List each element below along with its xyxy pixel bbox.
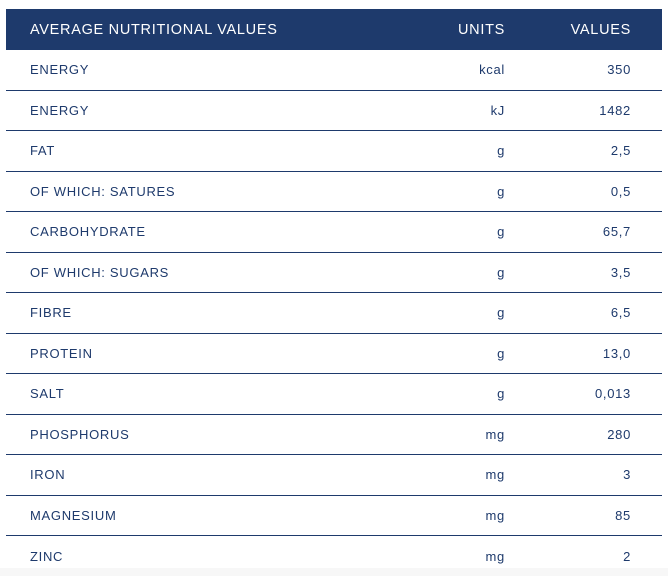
table-row: FAT g 2,5	[6, 131, 662, 172]
row-unit: kcal	[479, 62, 505, 78]
table-row: ENERGY kJ 1482	[6, 91, 662, 131]
table-row: FIBRE g 6,5	[6, 293, 662, 334]
row-label: ENERGY	[30, 102, 90, 118]
row-unit: g	[497, 386, 505, 402]
row-value: 350	[607, 62, 631, 78]
row-unit: kJ	[490, 102, 505, 118]
table-row: PROTEIN g 13,0	[6, 334, 662, 374]
table-row: OF WHICH: SATURES g 0,5	[6, 172, 662, 212]
table-row: PHOSPHORUS mg 280	[6, 415, 662, 455]
table-row: CARBOHYDRATE g 65,7	[6, 212, 662, 253]
row-label: PROTEIN	[30, 345, 93, 361]
nutrition-table: AVERAGE NUTRITIONAL VALUES UNITS VALUES …	[6, 9, 662, 576]
row-label: MAGNESIUM	[30, 507, 117, 523]
header-name-column: AVERAGE NUTRITIONAL VALUES	[30, 21, 278, 38]
table-row: ENERGY kcal 350	[6, 50, 662, 91]
row-unit: mg	[485, 467, 505, 483]
row-value: 2,5	[610, 143, 631, 159]
row-value: 3,5	[610, 264, 631, 280]
row-unit: g	[497, 345, 505, 361]
row-value: 3	[623, 467, 631, 483]
row-value: 0,5	[610, 183, 631, 199]
row-unit: mg	[485, 426, 505, 442]
table-row: SALT g 0,013	[6, 374, 662, 415]
row-value: 85	[615, 507, 631, 523]
row-label: PHOSPHORUS	[30, 426, 130, 442]
row-label: CARBOHYDRATE	[30, 224, 146, 240]
row-value: 13,0	[602, 345, 631, 361]
bottom-page-band	[0, 568, 668, 576]
table-row: IRON mg 3	[6, 455, 662, 496]
row-label: FIBRE	[30, 305, 72, 321]
row-label: FAT	[30, 143, 55, 159]
row-unit: g	[497, 143, 505, 159]
row-value: 1482	[599, 102, 631, 118]
table-row: OF WHICH: SUGARS g 3,5	[6, 253, 662, 293]
row-label: OF WHICH: SUGARS	[30, 264, 170, 280]
row-label: ZINC	[30, 548, 64, 564]
row-label: ENERGY	[30, 62, 90, 78]
row-label: SALT	[30, 386, 65, 402]
table-row: MAGNESIUM mg 85	[6, 496, 662, 536]
row-value: 280	[607, 426, 631, 442]
row-unit: g	[497, 183, 505, 199]
row-value: 65,7	[602, 224, 631, 240]
row-unit: g	[497, 224, 505, 240]
row-value: 2	[623, 548, 631, 564]
row-unit: g	[497, 264, 505, 280]
header-values-column: VALUES	[570, 21, 631, 38]
row-unit: mg	[485, 507, 505, 523]
row-unit: mg	[485, 548, 505, 564]
table-header-row: AVERAGE NUTRITIONAL VALUES UNITS VALUES	[6, 9, 662, 50]
table-row: ZINC mg 2	[6, 536, 662, 576]
row-label: OF WHICH: SATURES	[30, 183, 176, 199]
header-units-column: UNITS	[458, 21, 505, 38]
row-label: IRON	[30, 467, 66, 483]
row-unit: g	[497, 305, 505, 321]
row-value: 0,013	[594, 386, 631, 402]
row-value: 6,5	[610, 305, 631, 321]
